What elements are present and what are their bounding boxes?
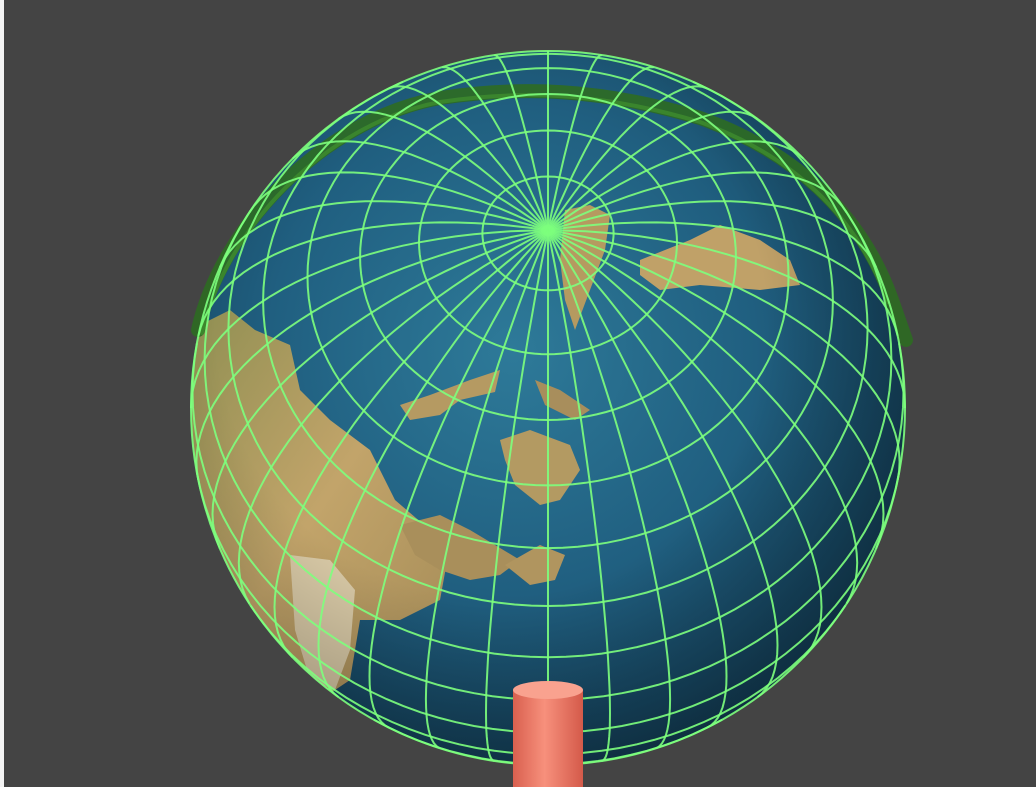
wireframe-meridian <box>547 229 906 409</box>
wireframe-parallel <box>547 343 905 701</box>
wireframe-parallel <box>306 67 790 487</box>
wireframe-parallel <box>547 209 893 659</box>
wireframe-meridian <box>195 229 549 481</box>
viewport-edge <box>0 0 4 787</box>
wireframe-meridian <box>547 230 612 762</box>
wireframe-parallel <box>191 343 549 701</box>
wireframe-meridian <box>368 229 549 729</box>
wireframe-meridian <box>484 230 549 762</box>
wireframe-parallel <box>481 175 615 292</box>
wireframe-meridian <box>248 171 549 232</box>
wireframe-parallel <box>547 472 901 734</box>
wireframe-meridian <box>219 200 549 268</box>
wireframe-meridian <box>273 229 549 659</box>
wireframe-meridian <box>547 221 899 337</box>
wireframe-meridian <box>547 229 859 604</box>
wireframe-parallel <box>195 472 549 734</box>
pole-cylinder[interactable] <box>513 681 583 787</box>
wireframe-meridian <box>237 229 549 604</box>
wireframe-meridian <box>547 200 877 268</box>
wireframe-meridian <box>547 229 901 481</box>
wireframe-parallel <box>203 209 549 659</box>
wireframe-meridian <box>197 221 549 337</box>
wireframe-meridian <box>442 66 549 231</box>
wireframe-sphere <box>190 50 906 766</box>
wireframe-parallel <box>417 129 679 356</box>
pillar-body <box>513 690 583 787</box>
wireframe-meridian <box>547 140 804 232</box>
wireframe-parallel <box>547 80 869 607</box>
wireframe-meridian <box>547 110 759 232</box>
wireframe-parallel <box>359 92 737 421</box>
wireframe-meridian <box>547 171 848 232</box>
wireframe-meridian <box>292 140 549 232</box>
wireframe-meridian <box>424 230 549 749</box>
wireframe-meridian <box>547 230 672 749</box>
wireframe-parallel <box>227 80 549 607</box>
wireframe-meridian <box>190 229 549 409</box>
wireframe-meridian <box>547 229 728 729</box>
wireframe-meridian <box>547 54 602 231</box>
pillar-top <box>513 681 583 699</box>
wireframe-meridian <box>547 229 823 659</box>
wireframe-meridian <box>494 54 549 231</box>
wireframe-parallel <box>262 52 834 550</box>
wireframe-meridian <box>337 110 549 232</box>
wireframe-meridian <box>547 66 654 231</box>
